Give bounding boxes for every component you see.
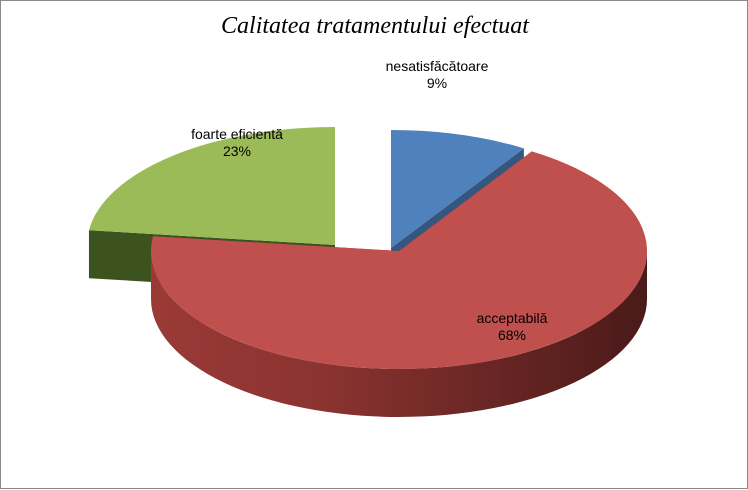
slice-top-foarte-eficienta: [88, 127, 335, 245]
slice-acceptabila: [151, 151, 647, 417]
slice-value-acceptabila: 68%: [498, 327, 526, 343]
slice-top-nesatisfacatoare: [391, 130, 524, 248]
slice-side-acceptabila: [151, 251, 647, 417]
slice-value-foarte-eficienta: 23%: [223, 143, 251, 159]
slice-label-acceptabila: acceptabilă: [477, 310, 548, 326]
slice-label-nesatisfacatoare: nesatisfăcătoare: [386, 58, 489, 74]
chart-title: Calitatea tratamentului efectuat: [221, 13, 529, 39]
slice-value-nesatisfacatoare: 9%: [427, 75, 447, 91]
slice-label-foarte-eficienta: foarte eficientă: [191, 126, 283, 142]
slice-top-acceptabila: [151, 151, 647, 369]
